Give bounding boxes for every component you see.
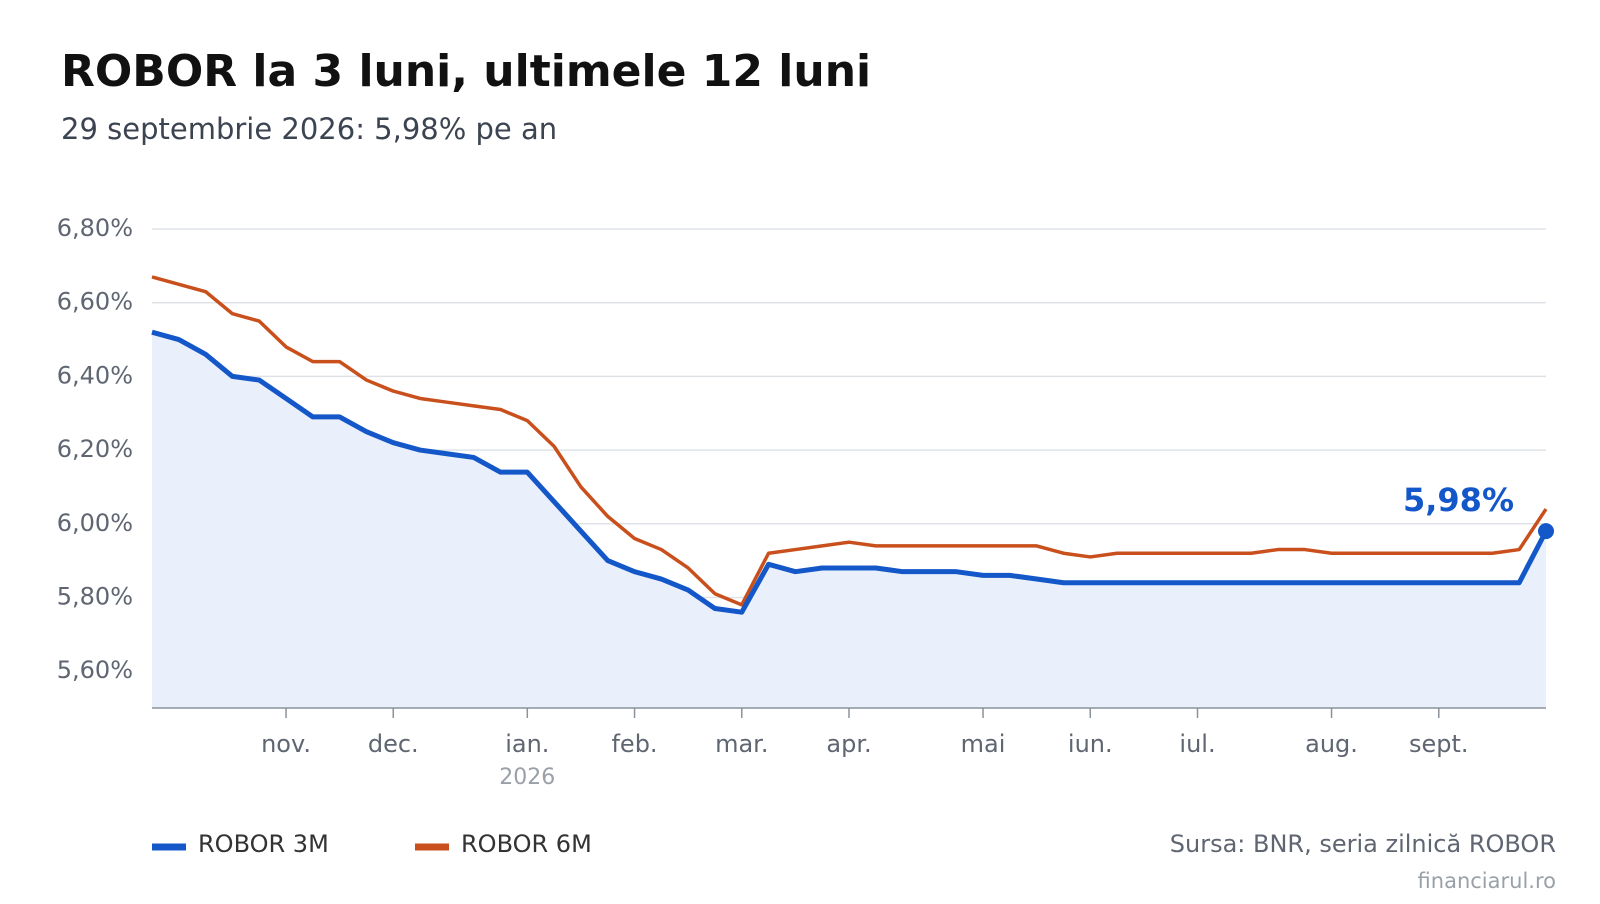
- x-tick-label: nov.: [261, 730, 311, 758]
- chart-title: ROBOR la 3 luni, ultimele 12 luni: [61, 46, 871, 97]
- line: [151, 275, 1548, 607]
- credit: financiarul.ro: [1418, 869, 1556, 893]
- x-tick-label: ian.: [505, 730, 549, 758]
- year-label: 2026: [499, 765, 555, 790]
- y-tick-label: 6,60%: [57, 288, 133, 316]
- y-tick-label: 5,60%: [57, 656, 133, 684]
- x-tick-label: aug.: [1305, 730, 1358, 758]
- y-tick-label: 6,40%: [57, 361, 133, 389]
- legend-label: ROBOR 6M: [461, 830, 592, 858]
- y-tick-label: 6,80%: [57, 214, 133, 242]
- line: [151, 329, 1549, 615]
- x-tick-label: dec.: [368, 730, 419, 758]
- value-label: 5,98%: [1403, 481, 1514, 519]
- x-tick-label: apr.: [826, 730, 871, 758]
- source: Sursa: BNR, seria zilnică ROBOR: [1170, 830, 1556, 858]
- x-tick-label: mai: [961, 730, 1006, 758]
- chart-subtitle: 29 septembrie 2026: 5,98% pe an: [61, 112, 557, 146]
- x-tick-label: iul.: [1179, 730, 1215, 758]
- y-tick-label: 6,00%: [57, 509, 133, 537]
- y-tick-label: 6,20%: [57, 435, 133, 463]
- x-tick-label: feb.: [611, 730, 657, 758]
- area: [152, 332, 1546, 708]
- legend-label: ROBOR 3M: [198, 830, 329, 858]
- x-tick-label: mar.: [715, 730, 768, 758]
- y-tick-label: 5,80%: [57, 582, 133, 610]
- x-tick-label: sept.: [1409, 730, 1469, 758]
- end-dot: [1538, 523, 1554, 540]
- x-tick-label: iun.: [1068, 730, 1113, 758]
